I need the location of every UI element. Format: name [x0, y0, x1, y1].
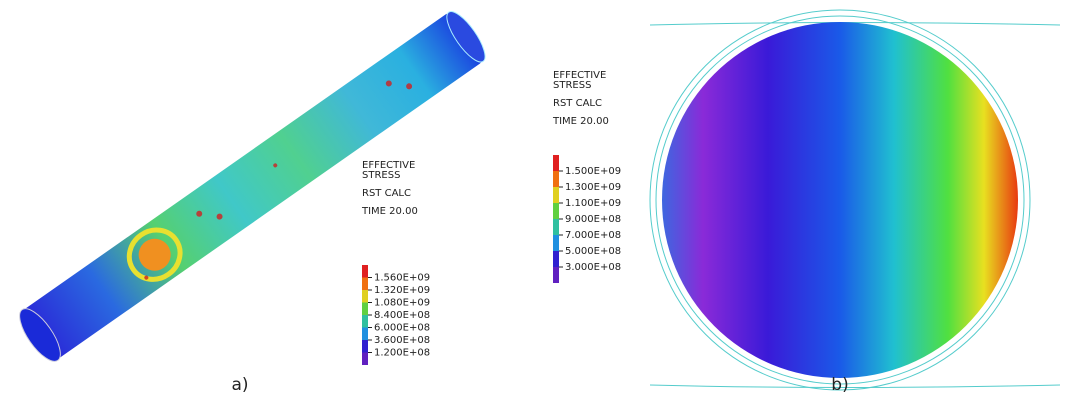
colorbar-segment — [362, 290, 368, 303]
colorbar-label: 1.080E+09 — [374, 298, 430, 309]
colorbar-segment — [553, 155, 559, 171]
colorbar-segment — [362, 315, 368, 328]
colorbar-segment — [362, 328, 368, 341]
legend-time: TIME 20.00 — [361, 206, 418, 217]
colorbar-label: 7.000E+08 — [565, 230, 621, 241]
figure: EFFECTIVESTRESSRST CALCTIME 20.001.560E+… — [0, 0, 1080, 403]
colorbar-segment — [553, 187, 559, 203]
panel-label: a) — [231, 375, 248, 395]
colorbar-segment — [553, 267, 559, 283]
disk — [650, 10, 1060, 390]
colorbar-segment — [362, 353, 368, 366]
colorbar-label: 1.100E+09 — [565, 198, 621, 209]
colorbar-segment — [362, 303, 368, 316]
legend-calc: RST CALC — [553, 98, 602, 109]
legend-title: STRESS — [362, 170, 400, 181]
colorbar-segment — [553, 251, 559, 267]
colorbar-label: 1.320E+09 — [374, 285, 430, 296]
colorbar-label: 5.000E+08 — [565, 246, 621, 257]
colorbar-segment — [553, 219, 559, 235]
legend-time: TIME 20.00 — [552, 116, 609, 127]
colorbar-segment — [362, 340, 368, 353]
colorbar-segment — [362, 278, 368, 291]
panel-label: b) — [831, 375, 848, 395]
colorbar-segment — [553, 203, 559, 219]
colorbar-label: 1.200E+08 — [374, 348, 430, 359]
legend-title: STRESS — [553, 80, 591, 91]
colorbar-segment — [553, 235, 559, 251]
colorbar-label: 3.000E+08 — [565, 262, 621, 273]
colorbar-label: 8.400E+08 — [374, 310, 430, 321]
colorbar-label: 6.000E+08 — [374, 323, 430, 334]
colorbar-label: 9.000E+08 — [565, 214, 621, 225]
colorbar-label: 1.500E+09 — [565, 166, 621, 177]
colorbar-segment — [553, 171, 559, 187]
legend-calc: RST CALC — [362, 188, 411, 199]
colorbar-segment — [362, 265, 368, 278]
colorbar-label: 1.300E+09 — [565, 182, 621, 193]
colorbar-label: 3.600E+08 — [374, 335, 430, 346]
colorbar-label: 1.560E+09 — [374, 273, 430, 284]
